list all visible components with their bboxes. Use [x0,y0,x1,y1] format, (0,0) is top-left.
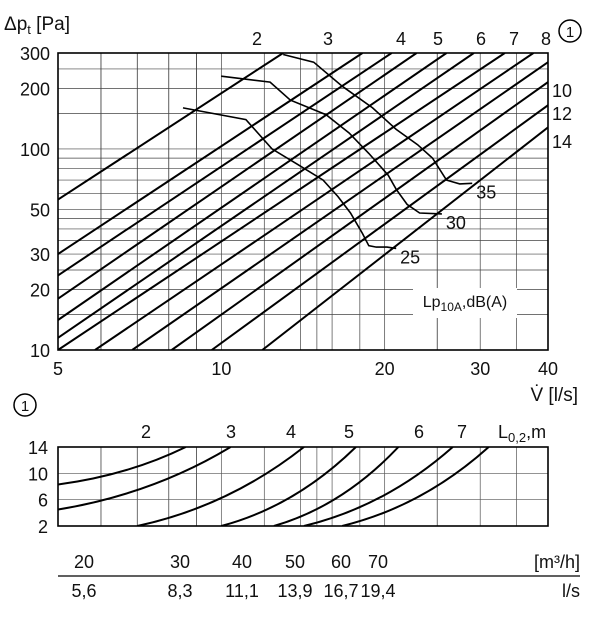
throw-lines [58,53,548,350]
throw-line [261,126,548,350]
y-tick-label: 50 [30,200,50,220]
x-tick-label: 20 [375,359,395,379]
y-tick-label: 10 [30,341,50,361]
ls-value: 16,7 [323,581,358,601]
ls-value: 8,3 [167,581,192,601]
marker-number: 1 [566,24,574,41]
throw-curve [303,447,454,526]
throw-line [58,53,506,350]
throw-line [58,53,418,300]
throw-line-label: 2 [252,29,262,49]
throw-line [211,104,548,350]
sound-curve-label: 30 [446,213,466,233]
throw-line [94,53,534,350]
x-axis-label: V̇ [l/s] [530,385,578,406]
m3h-unit: [m³/h] [534,552,580,572]
throw-curve [58,447,187,486]
x-tick-label: 10 [211,359,231,379]
x-tick-label: 5 [53,359,63,379]
throw-line-label: 3 [323,29,333,49]
y-tick-label: 30 [30,245,50,265]
sound-curve-label: 25 [400,247,420,267]
flow-conversion-table: 20 30 40 50 60 70 5,6 8,3 11,1 13,9 16,7 19,4 [m³/h]… [58,552,580,601]
throw-curve [221,447,357,526]
ls-value: 5,6 [71,581,96,601]
m3h-value: 50 [285,552,305,572]
m3h-value: 30 [170,552,190,572]
sound-label-bg [413,288,517,318]
throw-curve [58,447,232,511]
throw-chart: 2 6 10 14 2 3 4 5 6 7 L0,2,m 1 [13,393,549,537]
throw-curve-label: 7 [457,422,467,442]
y-tick-label: 2 [38,517,48,537]
marker-number: 1 [21,398,29,415]
throw-curve-label: 6 [414,422,424,442]
ls-value: 13,9 [277,581,312,601]
throw-curve-label: 3 [226,422,236,442]
throw-line-label: 4 [396,29,406,49]
y-axis-label: Δpt [Pa] [4,14,70,37]
y-tick-label: 100 [20,140,50,160]
throw-header-label: L0,2,m [498,422,546,445]
throw-line [171,81,548,350]
ls-value: 11,1 [225,581,259,601]
throw-curve-label: 4 [286,422,296,442]
marker-circle [13,393,37,417]
sound-curve [283,53,473,185]
throw-line [58,53,363,255]
sound-curve [182,107,397,250]
throw-curve [273,447,400,526]
throw-line-label: 8 [541,29,551,49]
throw-line [58,53,393,277]
throw-curves [58,447,490,526]
plot-frame [57,52,549,351]
y-tick-label: 6 [38,491,48,511]
y-tick-label: 20 [30,280,50,300]
throw-line-label: 12 [552,104,572,124]
throw-line-label: 14 [552,132,572,152]
throw-line [58,53,475,339]
ls-unit: l/s [562,581,580,601]
throw-line [58,53,284,201]
throw-curve-label: 2 [141,422,151,442]
sound-curve [221,75,442,215]
m3h-value: 20 [74,552,94,572]
m3h-value: 60 [331,552,351,572]
m3h-value: 40 [232,552,252,572]
sound-curve-label: 35 [476,182,496,202]
sub-plot-frame [57,446,549,527]
throw-curve-label: 5 [344,422,354,442]
throw-line [58,53,448,321]
ls-value: 19,4 [360,581,395,601]
throw-curve [341,447,490,526]
m3h-value: 70 [368,552,388,572]
x-tick-label: 40 [538,359,558,379]
throw-curve [137,447,305,526]
marker-circle [558,19,582,43]
y-tick-label: 300 [20,44,50,64]
x-tick-label: 30 [470,359,490,379]
y-tick-label: 200 [20,79,50,99]
throw-line-label: 6 [476,29,486,49]
y-tick-label: 14 [28,438,48,458]
throw-line-label: 7 [509,29,519,49]
y-tick-label: 10 [28,464,48,484]
throw-line-label: 10 [552,81,572,101]
throw-line-label: 5 [433,29,443,49]
throw-line [131,61,548,350]
